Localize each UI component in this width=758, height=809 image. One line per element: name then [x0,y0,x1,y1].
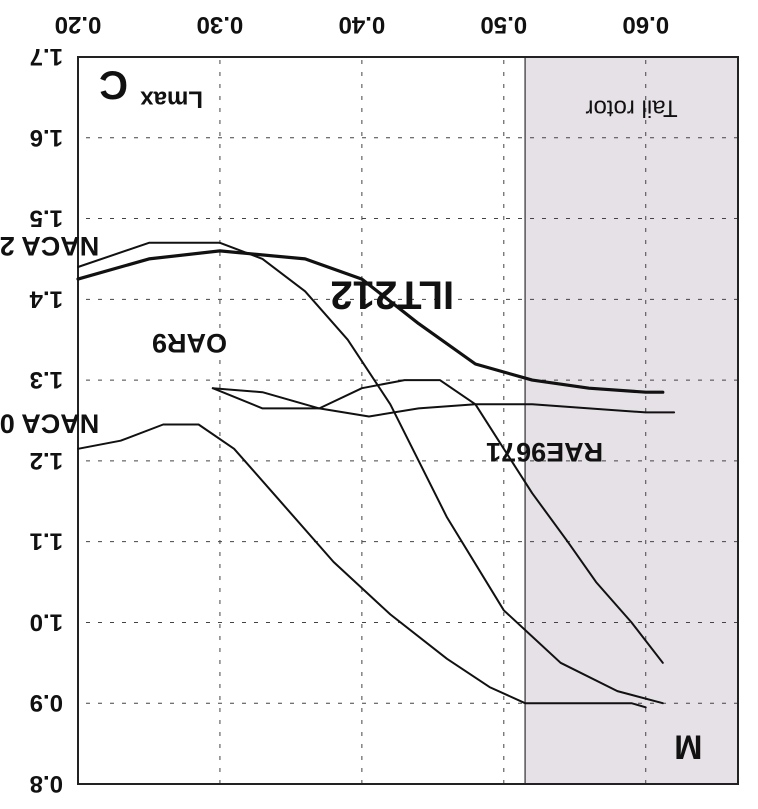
x-tick-label: 0.40 [339,11,386,38]
x-tick-label: 0.50 [480,11,527,38]
y-tick-label: 1.4 [29,285,63,312]
x-tick-label: 0.20 [55,11,102,38]
tail-rotor-label: Tail rotor [586,95,678,122]
y-tick-label: 1.1 [30,528,63,555]
y-axis-label: C [99,62,128,106]
series-line-ilt212 [76,249,665,394]
series-annotation-oar9: OAR9 [152,328,227,358]
series-annotation-rae9671: RAE9671 [486,437,603,467]
x-tick-label: 0.60 [622,11,669,38]
y-tick-label: 1.5 [30,205,63,232]
x-tick-label: 0.30 [197,11,244,38]
series-annotation-naca-0012: NACA 0012 [0,409,99,439]
y-tick-label: 0.8 [30,770,63,797]
series-line-rae9671 [211,379,664,664]
series-line-naca-23012 [77,241,664,705]
tail-rotor-region [525,57,738,784]
series-annotation-ilt212: ILT212 [330,272,454,316]
y-tick-label: 1.6 [30,124,63,151]
y-axis-label-subscript: Lmax [140,85,203,112]
y-tick-label: 1.3 [30,366,63,393]
plot-frame [77,56,739,785]
y-tick-label: 1.7 [30,43,63,70]
series-line-oar9 [211,387,676,418]
x-axis-label: M [674,728,702,766]
series-line-naca-0012 [77,423,647,709]
y-tick-label: 1.0 [30,608,63,635]
series-annotation-naca-23012: NACA 23012 [0,231,99,261]
y-tick-label: 1.2 [30,447,63,474]
y-tick-label: 0.9 [30,689,63,716]
